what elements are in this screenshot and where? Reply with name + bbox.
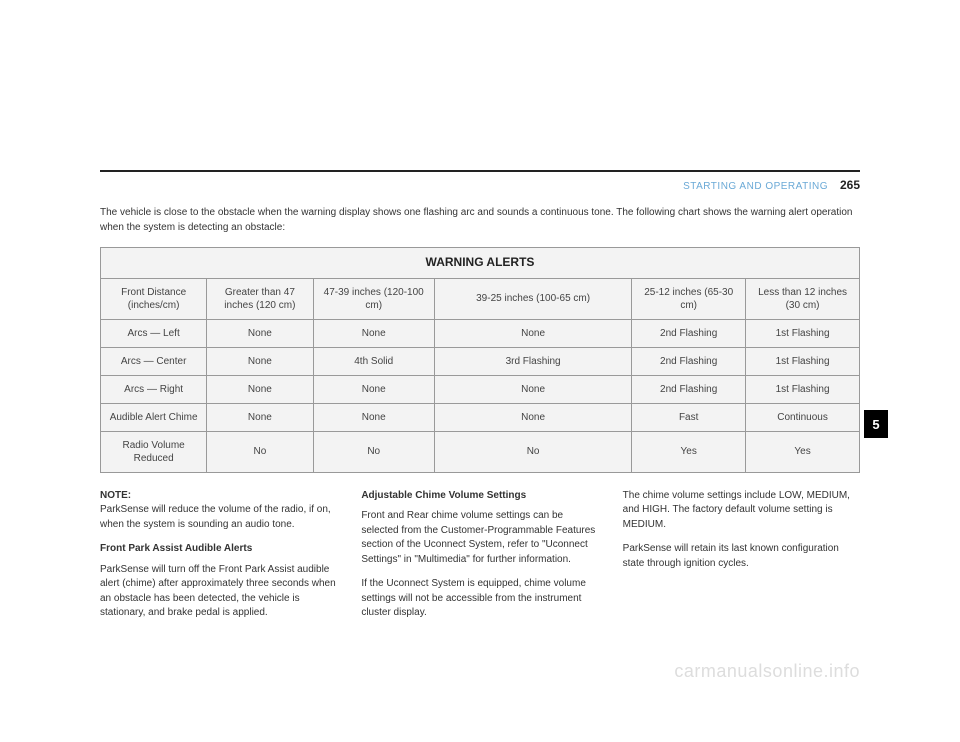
subheading: Adjustable Chime Volume Settings [361, 489, 598, 504]
subheading: Front Park Assist Audible Alerts [100, 542, 337, 557]
table-cell: None [434, 319, 631, 347]
table-cell: No [313, 431, 434, 472]
note-text: ParkSense will reduce the volume of the … [100, 504, 331, 530]
column-3: The chime volume settings include LOW, M… [623, 489, 860, 631]
table-cell: 3rd Flashing [434, 347, 631, 375]
watermark: carmanualsonline.info [674, 661, 860, 682]
column-2: Adjustable Chime Volume Settings Front a… [361, 489, 598, 631]
table-cell: 1st Flashing [746, 375, 860, 403]
table-header-cell: Less than 12 inches (30 cm) [746, 278, 860, 319]
table-cell: 2nd Flashing [632, 347, 746, 375]
table-cell: None [434, 375, 631, 403]
table-cell: None [207, 347, 313, 375]
table-cell: None [207, 403, 313, 431]
table-cell: Audible Alert Chime [101, 403, 207, 431]
paragraph: The chime volume settings include LOW, M… [623, 489, 860, 533]
table-cell: 4th Solid [313, 347, 434, 375]
table-row: Arcs — Left None None None 2nd Flashing … [101, 319, 860, 347]
table-cell: No [434, 431, 631, 472]
table-header-cell: Greater than 47 inches (120 cm) [207, 278, 313, 319]
paragraph: ParkSense will retain its last known con… [623, 542, 860, 571]
table-cell: Yes [746, 431, 860, 472]
page-header: STARTING AND OPERATING 265 [100, 178, 860, 192]
chapter-tab: 5 [864, 410, 888, 438]
table-header-row: Front Distance (inches/cm) Greater than … [101, 278, 860, 319]
header-rule [100, 170, 860, 172]
table-cell: Arcs — Center [101, 347, 207, 375]
table-cell: None [313, 375, 434, 403]
table-row: Audible Alert Chime None None None Fast … [101, 403, 860, 431]
table-cell: None [207, 319, 313, 347]
table-cell: 1st Flashing [746, 319, 860, 347]
column-1: NOTE: ParkSense will reduce the volume o… [100, 489, 337, 631]
table-cell: No [207, 431, 313, 472]
page-number: 265 [840, 178, 860, 192]
warning-alerts-table: WARNING ALERTS Front Distance (inches/cm… [100, 247, 860, 473]
intro-paragraph: The vehicle is close to the obstacle whe… [100, 206, 860, 235]
table-row: Arcs — Center None 4th Solid 3rd Flashin… [101, 347, 860, 375]
paragraph: Front and Rear chime volume settings can… [361, 509, 598, 567]
note-label: NOTE: [100, 490, 131, 501]
table-header-cell: 39-25 inches (100-65 cm) [434, 278, 631, 319]
paragraph: If the Uconnect System is equipped, chim… [361, 577, 598, 621]
table-cell: 2nd Flashing [632, 375, 746, 403]
table-row: Radio Volume Reduced No No No Yes Yes [101, 431, 860, 472]
table-cell: 2nd Flashing [632, 319, 746, 347]
table-row: Arcs — Right None None None 2nd Flashing… [101, 375, 860, 403]
table-cell: Continuous [746, 403, 860, 431]
table-cell: None [434, 403, 631, 431]
table-cell: Arcs — Right [101, 375, 207, 403]
paragraph: ParkSense will turn off the Front Park A… [100, 563, 337, 621]
table-cell: Arcs — Left [101, 319, 207, 347]
body-columns: NOTE: ParkSense will reduce the volume o… [100, 489, 860, 631]
section-title: STARTING AND OPERATING [683, 181, 828, 192]
table-header-cell: 47-39 inches (120-100 cm) [313, 278, 434, 319]
table-cell: Radio Volume Reduced [101, 431, 207, 472]
table-header-cell: Front Distance (inches/cm) [101, 278, 207, 319]
table-cell: Yes [632, 431, 746, 472]
table-cell: None [313, 319, 434, 347]
table-title: WARNING ALERTS [101, 248, 860, 279]
table-cell: None [207, 375, 313, 403]
table-header-cell: 25-12 inches (65-30 cm) [632, 278, 746, 319]
note-block: NOTE: ParkSense will reduce the volume o… [100, 489, 337, 533]
table-cell: Fast [632, 403, 746, 431]
table-cell: None [313, 403, 434, 431]
table-cell: 1st Flashing [746, 347, 860, 375]
